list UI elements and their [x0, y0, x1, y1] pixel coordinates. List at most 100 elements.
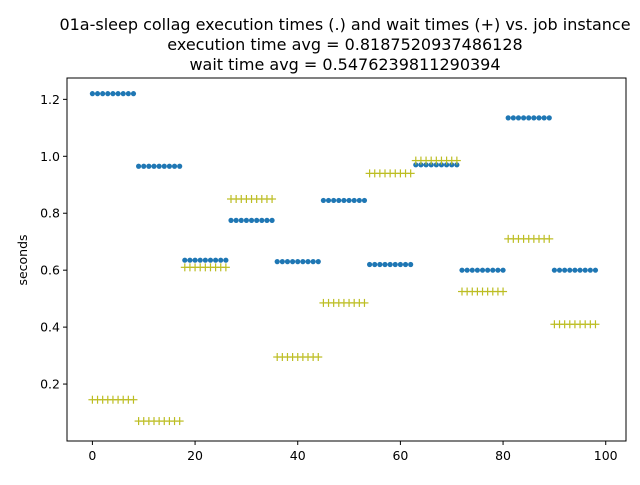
execution-time-point — [572, 267, 578, 273]
execution-time-point — [587, 267, 593, 273]
execution-time-point — [392, 261, 398, 268]
execution-time-point — [182, 257, 188, 263]
execution-time-point — [515, 115, 522, 121]
execution-time-point — [223, 257, 229, 263]
axes-frame — [66, 77, 627, 442]
execution-time-point — [94, 91, 101, 97]
execution-time-point — [341, 197, 347, 204]
execution-time-point — [413, 162, 419, 168]
wait-time-point — [545, 234, 554, 243]
wait-time-point — [406, 169, 415, 178]
plot-area — [88, 91, 600, 426]
execution-time-point — [218, 257, 224, 263]
execution-time-point — [490, 267, 496, 273]
execution-time-point — [556, 267, 563, 273]
execution-time-point — [146, 163, 152, 169]
y-axis-label: seconds — [15, 234, 30, 285]
execution-time-point — [284, 259, 291, 265]
execution-time-point — [577, 267, 583, 273]
execution-time-point — [464, 267, 470, 273]
execution-time-point — [397, 261, 403, 268]
execution-time-point — [207, 257, 214, 263]
wait-time-point — [268, 195, 277, 203]
execution-time-point — [361, 197, 368, 204]
chart-title-line-1: 01a-sleep collag execution times (.) and… — [59, 15, 630, 34]
execution-time-point — [264, 217, 270, 223]
execution-time-point — [479, 267, 486, 273]
execution-time-point — [520, 115, 527, 121]
x-tick-label: 100 — [594, 448, 618, 463]
execution-time-point — [125, 91, 131, 97]
execution-time-point — [325, 197, 332, 204]
execution-time-point — [228, 217, 234, 223]
x-tick-label: 20 — [187, 448, 203, 463]
execution-time-point — [89, 91, 96, 97]
execution-time-point — [243, 217, 250, 223]
execution-time-point — [541, 115, 547, 121]
execution-time-point — [454, 162, 460, 168]
wait-time-point — [360, 298, 369, 307]
execution-time-point — [141, 163, 147, 169]
execution-time-point — [356, 197, 362, 204]
execution-time-point — [546, 115, 552, 121]
x-tick-label: 80 — [495, 448, 511, 463]
execution-time-point — [510, 115, 516, 121]
execution-time-point — [582, 267, 588, 273]
execution-time-point — [485, 267, 491, 273]
execution-time-point — [254, 217, 260, 223]
y-tick-label: 0.4 — [40, 320, 60, 335]
y-tick-label: 0.6 — [40, 263, 60, 278]
execution-time-point — [110, 91, 116, 97]
execution-time-point — [238, 217, 244, 223]
execution-time-point — [387, 261, 393, 268]
x-tick-label: 40 — [290, 448, 306, 463]
execution-time-point — [331, 197, 337, 204]
execution-time-point — [592, 267, 599, 273]
execution-time-point — [377, 261, 383, 268]
y-tick-label: 0.2 — [40, 377, 60, 392]
execution-time-point — [171, 163, 178, 169]
execution-time-point — [166, 163, 173, 169]
execution-time-point — [366, 261, 373, 268]
execution-time-point — [300, 259, 306, 265]
wait-time-point — [452, 156, 461, 165]
y-tick-label: 1.2 — [40, 92, 60, 107]
execution-time-point — [248, 217, 255, 223]
execution-time-point — [120, 91, 126, 97]
wait-time-point — [129, 395, 138, 404]
execution-time-point — [505, 115, 511, 121]
execution-time-point — [551, 267, 557, 273]
y-axis: 0.2 0.4 0.6 0.8 1.0 1.2 — [40, 92, 67, 392]
execution-time-point — [336, 197, 342, 204]
chart-title-line-3: wait time avg = 0.5476239811290394 — [189, 55, 500, 74]
execution-time-point — [526, 115, 532, 121]
execution-time-point — [408, 261, 414, 268]
execution-time-point — [495, 267, 501, 273]
wait-time-point — [499, 287, 508, 296]
execution-time-point — [536, 115, 542, 121]
execution-time-point — [192, 257, 198, 263]
x-tick-label: 0 — [88, 448, 96, 463]
wait-time-point — [175, 417, 184, 426]
execution-time-point — [305, 259, 311, 265]
execution-time-point — [418, 162, 424, 168]
execution-time-point — [115, 91, 121, 97]
execution-time-point — [213, 257, 219, 263]
wait-time-point — [221, 263, 230, 272]
execution-time-point — [474, 267, 480, 273]
y-tick-label: 0.8 — [40, 206, 60, 221]
execution-time-point — [187, 257, 193, 263]
execution-time-point — [438, 162, 445, 168]
execution-time-point — [151, 163, 157, 169]
execution-time-point — [459, 267, 465, 273]
execution-time-point — [351, 197, 357, 204]
execution-time-point — [279, 259, 285, 265]
execution-time-point — [531, 115, 537, 121]
execution-time-point — [202, 257, 208, 263]
execution-time-point — [469, 267, 475, 273]
execution-time-point — [433, 162, 439, 168]
execution-time-point — [197, 257, 203, 263]
execution-time-point — [315, 259, 321, 265]
execution-time-point — [428, 162, 434, 168]
